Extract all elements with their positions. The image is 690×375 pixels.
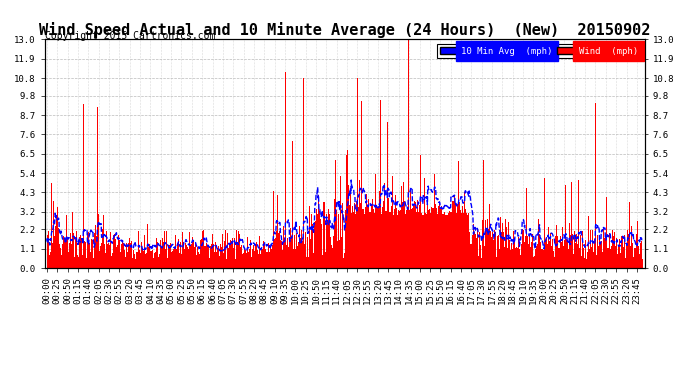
Title: Wind Speed Actual and 10 Minute Average (24 Hours)  (New)  20150902: Wind Speed Actual and 10 Minute Average …: [39, 22, 651, 38]
Legend: 10 Min Avg  (mph), Wind  (mph): 10 Min Avg (mph), Wind (mph): [437, 44, 640, 58]
Text: Copyright 2015 Cartronics.com: Copyright 2015 Cartronics.com: [45, 32, 215, 41]
